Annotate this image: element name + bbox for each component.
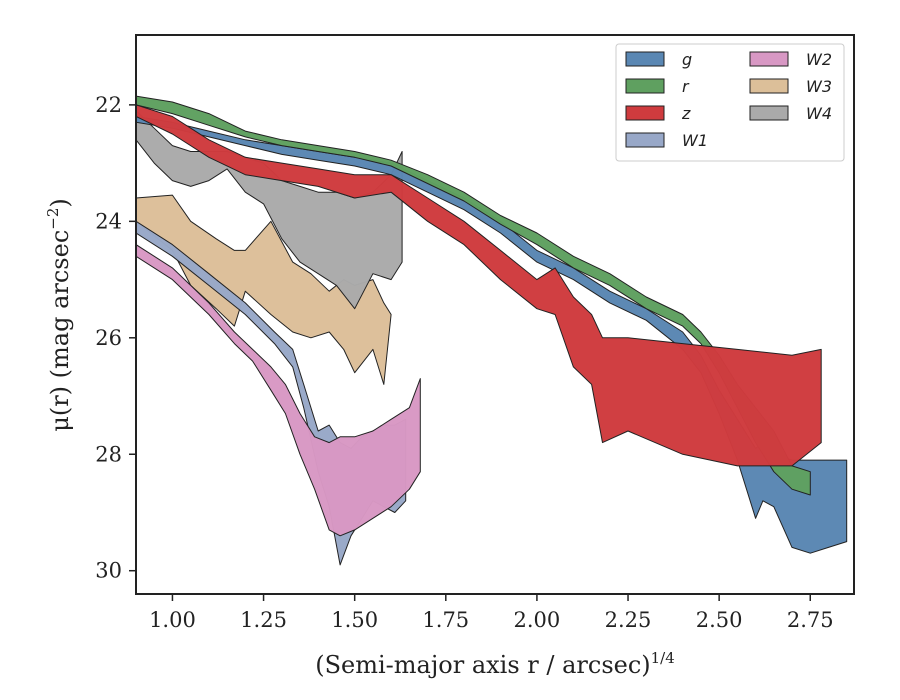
- legend-swatch-g: [625, 51, 665, 67]
- legend-swatch-z: [625, 105, 665, 121]
- band-w3: [136, 194, 392, 385]
- x-tick-label: 1.50: [331, 608, 378, 632]
- legend-swatch-w1: [625, 132, 665, 148]
- x-tick-label: 2.00: [514, 608, 561, 632]
- legend-label-w2: W2: [806, 50, 832, 69]
- x-tick-label: 2.50: [696, 608, 743, 632]
- legend-frame: [615, 43, 845, 162]
- legend-swatch-w4: [749, 105, 789, 121]
- series-layer: [136, 95, 848, 566]
- ticks-layer: 1.00 1.25 1.50 1.75 2.00 2.25 2.50 2.75 22 24 26 28…: [95, 93, 833, 632]
- legend-label-w1: W1: [682, 131, 708, 150]
- plot-frame: [135, 34, 855, 595]
- legend-label-z: z: [681, 104, 691, 123]
- y-tick-label: 28: [95, 442, 122, 466]
- y-tick-label: 22: [95, 93, 122, 117]
- y-axis-title-close: ): [46, 198, 74, 207]
- legend-swatch-w3: [749, 78, 789, 94]
- legend-label-w3: W3: [806, 77, 832, 96]
- y-axis-title-text: μ(r) (mag arcsec: [46, 230, 74, 432]
- x-tick-label: 1.75: [422, 608, 469, 632]
- legend-swatch-r: [625, 78, 665, 94]
- y-axis-title: μ(r) (mag arcsec−2): [44, 198, 74, 432]
- x-axis-title-exponent: 1/4: [651, 649, 675, 667]
- band-r: [136, 95, 811, 496]
- legend-label-r: r: [682, 77, 690, 96]
- x-tick-label: 1.25: [240, 608, 287, 632]
- x-axis-title: (Semi-major axis r / arcsec)1/4: [315, 649, 675, 679]
- x-tick-label: 2.75: [787, 608, 834, 632]
- band-w2: [136, 244, 421, 537]
- legend-swatch-w2: [749, 51, 789, 67]
- x-tick-label: 2.25: [605, 608, 652, 632]
- legend-label-w4: W4: [806, 104, 832, 123]
- legend: grz W1 W2 W3 W4: [615, 43, 845, 162]
- y-tick-label: 26: [95, 326, 122, 350]
- band-z: [136, 104, 822, 467]
- y-tick-label: 24: [95, 209, 122, 233]
- y-axis-title-exponent: −2: [44, 208, 62, 230]
- x-tick-label: 1.00: [149, 608, 196, 632]
- y-tick-label: 30: [95, 559, 122, 583]
- legend-label-g: g: [682, 50, 692, 69]
- x-axis-title-text: (Semi-major axis r / arcsec): [315, 651, 650, 679]
